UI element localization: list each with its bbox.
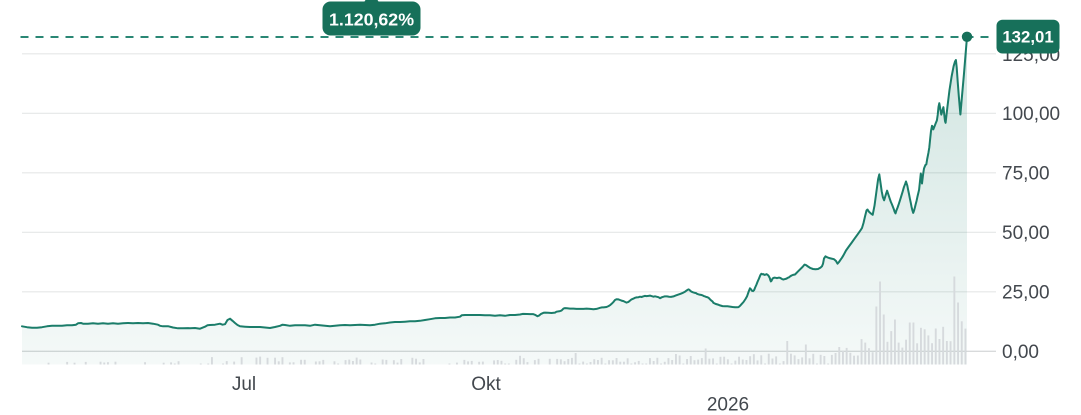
svg-text:2026: 2026 xyxy=(707,395,749,415)
svg-text:25,00: 25,00 xyxy=(1002,282,1050,303)
svg-text:Okt: Okt xyxy=(471,374,501,395)
svg-text:132,01: 132,01 xyxy=(1002,27,1053,46)
svg-text:0,00: 0,00 xyxy=(1002,342,1039,363)
svg-text:50,00: 50,00 xyxy=(1002,223,1050,244)
svg-text:75,00: 75,00 xyxy=(1002,163,1050,184)
svg-text:100,00: 100,00 xyxy=(1002,104,1060,125)
svg-text:Jul: Jul xyxy=(232,374,256,395)
svg-text:1.120,62%: 1.120,62% xyxy=(329,9,414,29)
